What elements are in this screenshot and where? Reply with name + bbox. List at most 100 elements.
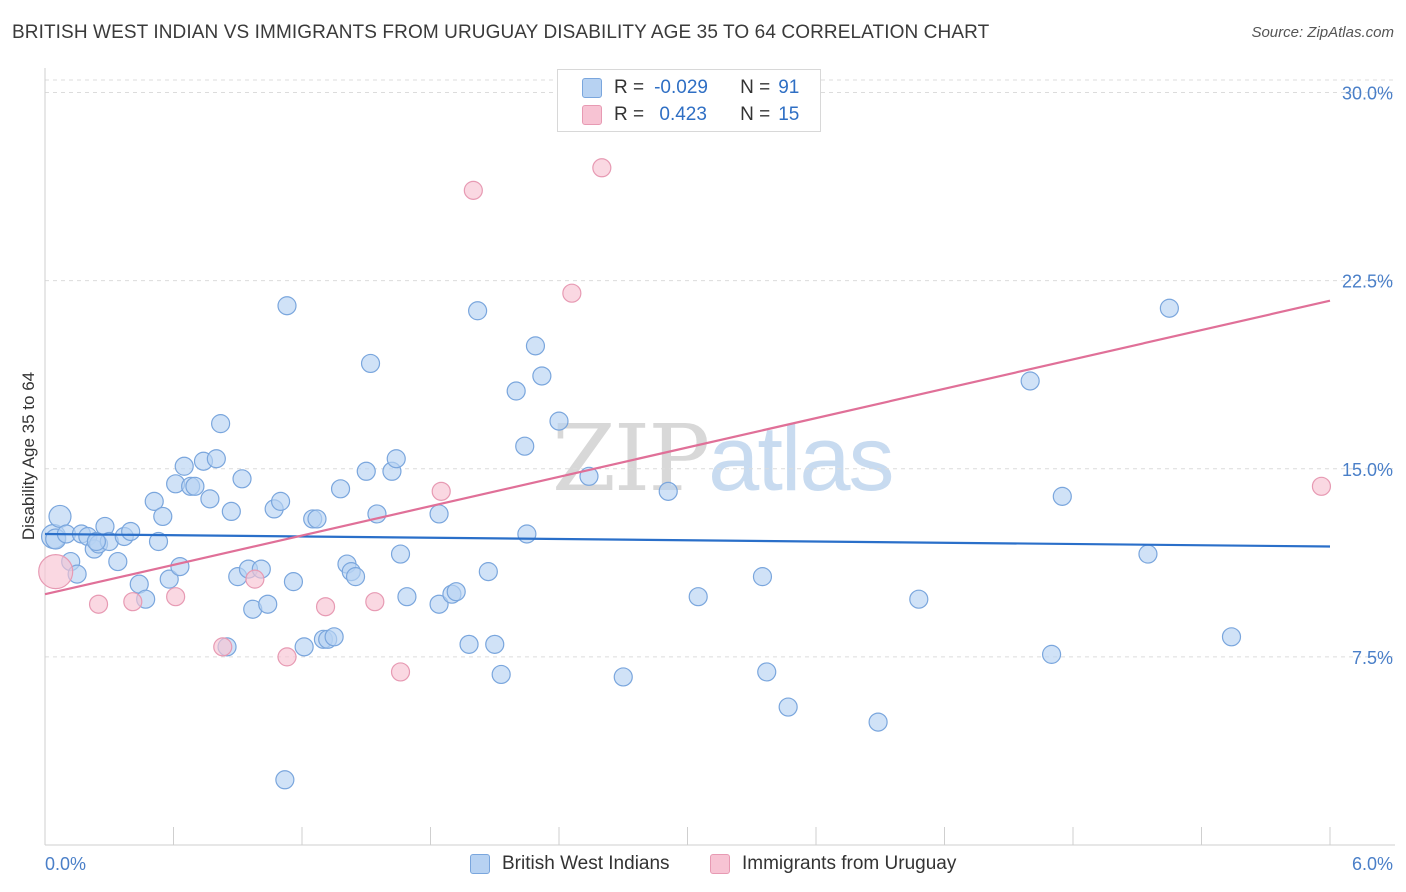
legend-n-value-blue: 91 [778, 77, 800, 98]
point-british-west-indians [429, 504, 449, 524]
point-british-west-indians [517, 524, 537, 544]
point-british-west-indians [515, 436, 535, 456]
point-british-west-indians [1020, 371, 1040, 391]
point-british-west-indians [478, 562, 498, 582]
bottom-legend-swatch-blue [470, 854, 490, 874]
point-british-west-indians [48, 504, 72, 529]
point-british-west-indians [294, 637, 314, 657]
watermark-zip: ZIP [552, 405, 710, 512]
point-british-west-indians [429, 594, 449, 614]
legend-swatch-blue [582, 78, 602, 98]
point-british-west-indians [1041, 644, 1062, 664]
legend-row-pink: R = 0.423 N = 15 [582, 103, 799, 127]
point-british-west-indians [446, 582, 466, 602]
legend-n-label: N = [740, 104, 771, 125]
bottom-legend-label-blue: British West Indians [502, 853, 670, 874]
point-british-west-indians [324, 627, 344, 647]
point-immigrants-from-uruguay [166, 587, 186, 607]
point-british-west-indians [468, 301, 488, 321]
point-british-west-indians [270, 491, 291, 511]
point-british-west-indians [159, 569, 179, 589]
point-british-west-indians [778, 697, 798, 717]
point-british-west-indians [121, 521, 141, 542]
point-british-west-indians [153, 506, 173, 527]
point-immigrants-from-uruguay [88, 594, 109, 614]
point-british-west-indians [868, 712, 888, 732]
legend-n-value-pink: 15 [778, 104, 800, 125]
point-british-west-indians [275, 770, 295, 790]
point-british-west-indians [909, 589, 929, 609]
point-british-west-indians [211, 414, 231, 434]
point-immigrants-from-uruguay [562, 283, 582, 303]
point-british-west-indians [170, 556, 190, 577]
point-immigrants-from-uruguay [1311, 476, 1332, 496]
point-british-west-indians [86, 531, 107, 552]
point-immigrants-from-uruguay [277, 647, 297, 667]
point-british-west-indians [232, 469, 252, 489]
point-british-west-indians [532, 366, 552, 386]
source-label: Source: ZipAtlas.com [1251, 24, 1394, 41]
point-british-west-indians [491, 664, 511, 685]
point-immigrants-from-uruguay [315, 597, 336, 617]
point-british-west-indians [613, 667, 633, 687]
point-british-west-indians [360, 353, 381, 374]
legend-n-label: N = [740, 77, 771, 98]
legend-row-blue: R = -0.029 N = 91 [582, 76, 799, 100]
point-british-west-indians [549, 411, 569, 431]
legend-r-value-pink: 0.423 [654, 104, 707, 125]
trend-line-british-west-indians [44, 532, 1331, 548]
point-british-west-indians [1159, 298, 1179, 318]
point-british-west-indians [752, 567, 773, 587]
point-british-west-indians [525, 336, 546, 356]
point-british-west-indians [258, 594, 278, 614]
point-british-west-indians [108, 551, 128, 572]
point-british-west-indians [206, 449, 226, 469]
x-tick-label: 0.0% [45, 854, 86, 874]
point-british-west-indians [506, 381, 526, 401]
watermark-atlas: atlas [708, 408, 894, 510]
point-immigrants-from-uruguay [38, 554, 74, 590]
legend-r-value-blue: -0.029 [654, 77, 708, 98]
series-british-west-indians [40, 296, 1242, 790]
trend-line-immigrants-from-uruguay [44, 299, 1331, 596]
point-british-west-indians [283, 572, 304, 592]
bottom-legend-pink: Immigrants from Uruguay [710, 852, 956, 876]
bottom-legend-swatch-pink [710, 854, 730, 874]
bottom-legend-label-pink: Immigrants from Uruguay [742, 853, 957, 874]
tick-labels: 7.5% 15.0% 22.5% 30.0% 0.0% 6.0% [45, 84, 1393, 874]
point-british-west-indians [144, 491, 164, 511]
trend-lines [44, 299, 1331, 596]
series-immigrants-from-uruguay [38, 158, 1332, 682]
point-british-west-indians [307, 509, 327, 529]
y-tick-label: 30.0% [1342, 84, 1393, 104]
point-british-west-indians [345, 567, 366, 587]
point-british-west-indians [386, 449, 406, 469]
point-british-west-indians [485, 634, 505, 654]
bottom-legend-blue: British West Indians [470, 852, 670, 876]
point-british-west-indians [277, 296, 297, 316]
legend-r-label: R = [614, 104, 645, 125]
point-immigrants-from-uruguay [431, 481, 451, 501]
point-immigrants-from-uruguay [592, 158, 612, 178]
chart-title: BRITISH WEST INDIAN VS IMMIGRANTS FROM U… [12, 22, 990, 43]
point-british-west-indians [757, 662, 777, 682]
point-british-west-indians [390, 544, 411, 564]
y-tick-label: 22.5% [1342, 272, 1393, 292]
point-immigrants-from-uruguay [245, 569, 265, 589]
y-tick-label: 7.5% [1352, 648, 1393, 668]
point-immigrants-from-uruguay [365, 592, 385, 612]
point-british-west-indians [185, 476, 205, 496]
legend-r-label: R = [614, 77, 645, 98]
legend-swatch-pink [582, 105, 602, 125]
point-british-west-indians [200, 489, 220, 509]
point-british-west-indians [148, 531, 169, 552]
point-british-west-indians [397, 587, 417, 607]
axes [44, 68, 1395, 846]
point-british-west-indians [1138, 544, 1158, 564]
correlation-legend: R = -0.029 N = 91 R = 0.423 N = 15 [557, 69, 821, 132]
y-axis-label: Disability Age 35 to 64 [19, 372, 38, 540]
y-tick-label: 15.0% [1342, 460, 1393, 480]
point-british-west-indians [688, 587, 708, 607]
point-british-west-indians [174, 456, 194, 476]
